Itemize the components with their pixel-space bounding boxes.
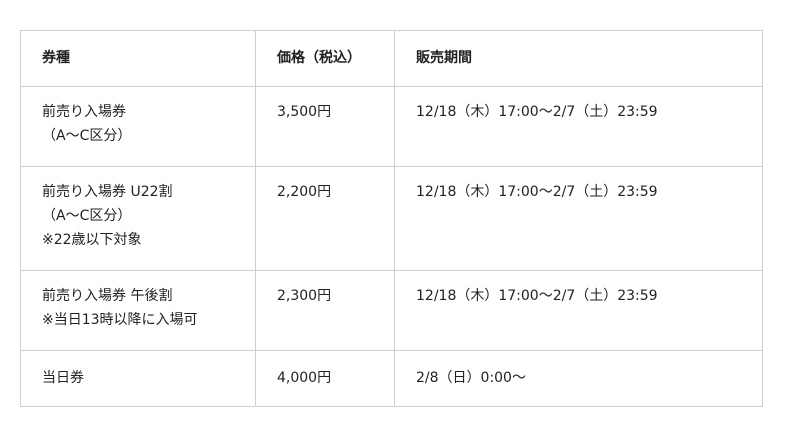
table-row: 前売り入場券 （A〜C区分） 3,500円 12/18（木）17:00〜2/7（… (20, 86, 763, 167)
header-sales-period: 販売期間 (394, 30, 763, 87)
table-row: 前売り入場券 U22割 （A〜C区分） ※22歳以下対象 2,200円 12/1… (20, 166, 763, 271)
ticket-type-line: （A〜C区分） (42, 208, 132, 224)
ticket-type-line: （A〜C区分） (42, 128, 132, 144)
ticket-type-cell: 前売り入場券 U22割 （A〜C区分） ※22歳以下対象 (20, 166, 256, 271)
period-cell: 2/8（日）0:00〜 (394, 350, 763, 407)
ticket-type-line: 当日券 (42, 370, 84, 386)
ticket-type-note: ※22歳以下対象 (42, 232, 142, 248)
ticket-type-cell: 前売り入場券 （A〜C区分） (20, 86, 256, 167)
header-price: 価格（税込） (255, 30, 395, 87)
ticket-price-table: 券種 価格（税込） 販売期間 前売り入場券 （A〜C区分） 3,500円 12/… (20, 30, 763, 407)
price-cell: 3,500円 (255, 86, 395, 167)
ticket-type-note: ※当日13時以降に入場可 (42, 312, 198, 328)
ticket-type-cell: 当日券 (20, 350, 256, 407)
period-cell: 12/18（木）17:00〜2/7（土）23:59 (394, 166, 763, 271)
table-header-row: 券種 価格（税込） 販売期間 (20, 30, 763, 87)
price-cell: 2,300円 (255, 270, 395, 351)
table-row: 当日券 4,000円 2/8（日）0:00〜 (20, 350, 763, 407)
ticket-type-cell: 前売り入場券 午後割 ※当日13時以降に入場可 (20, 270, 256, 351)
table-row: 前売り入場券 午後割 ※当日13時以降に入場可 2,300円 12/18（木）1… (20, 270, 763, 351)
ticket-type-line: 前売り入場券 (42, 104, 126, 120)
price-cell: 2,200円 (255, 166, 395, 271)
price-cell: 4,000円 (255, 350, 395, 407)
period-cell: 12/18（木）17:00〜2/7（土）23:59 (394, 270, 763, 351)
ticket-type-line: 前売り入場券 U22割 (42, 184, 173, 200)
ticket-type-line: 前売り入場券 午後割 (42, 288, 173, 304)
header-ticket-type: 券種 (20, 30, 256, 87)
period-cell: 12/18（木）17:00〜2/7（土）23:59 (394, 86, 763, 167)
